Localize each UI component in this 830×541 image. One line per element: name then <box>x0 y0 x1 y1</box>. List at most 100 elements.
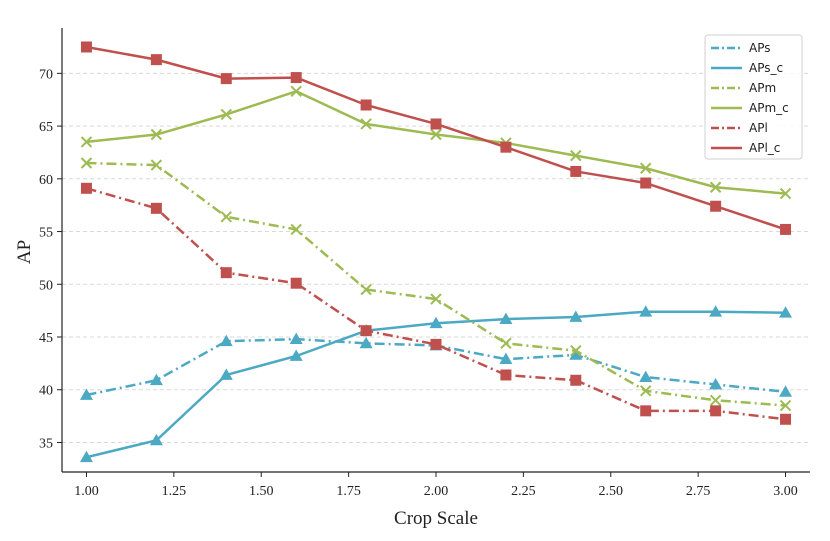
x-tick-label: 2.00 <box>424 484 449 499</box>
data-point-apl-c <box>430 118 442 130</box>
series-aps-c <box>79 305 793 463</box>
legend: APs APs_c APm APm_c APl APl_c <box>704 34 803 160</box>
data-point-aps <box>569 348 583 360</box>
data-point-aps <box>639 370 653 382</box>
data-point-apl-c <box>220 73 232 85</box>
series-apm <box>80 157 792 412</box>
data-point-aps <box>149 373 163 386</box>
data-point-apm <box>220 211 232 223</box>
data-point-aps-c <box>219 368 233 380</box>
data-point-apm-c <box>220 108 232 121</box>
data-point-aps-c <box>779 306 793 318</box>
data-point-apl-c <box>80 41 92 53</box>
data-point-apl <box>80 182 92 194</box>
y-axis-label: AP <box>14 240 35 264</box>
x-tick-label: 1.25 <box>162 484 187 499</box>
series-line-apm <box>86 161 786 407</box>
data-point-apm <box>80 157 93 169</box>
y-tick-label: 70 <box>39 67 53 82</box>
data-point-apm-c <box>360 118 372 130</box>
data-point-aps-c <box>79 450 93 463</box>
y-tick-label: 60 <box>39 173 53 188</box>
data-point-apm-c <box>570 149 582 162</box>
data-point-aps-c <box>429 316 443 329</box>
x-tick-label: 2.75 <box>686 484 711 499</box>
data-point-aps-c <box>149 433 163 446</box>
data-point-apm <box>709 394 722 406</box>
x-tick-label: 2.50 <box>599 484 624 499</box>
y-tick-label: 65 <box>39 120 53 135</box>
series-apl <box>80 182 792 425</box>
data-point-apm <box>570 345 582 357</box>
series-line-aps-c <box>86 310 786 459</box>
data-point-apm-c <box>80 136 93 148</box>
data-point-aps <box>779 385 793 397</box>
x-tick-label: 1.00 <box>74 484 99 499</box>
data-point-apm-c <box>640 162 652 174</box>
data-point-apl <box>360 325 372 337</box>
x-tick-label: 1.75 <box>336 484 361 499</box>
data-point-apl <box>710 405 722 417</box>
data-point-aps-c <box>709 305 723 317</box>
y-tick-label: 35 <box>39 436 53 451</box>
y-tick-label: 45 <box>39 331 53 346</box>
y-tick-label: 40 <box>39 384 53 399</box>
data-point-apm <box>430 293 442 305</box>
y-tick-label: 50 <box>39 278 53 293</box>
data-point-apl-c <box>360 99 372 111</box>
data-point-aps-c <box>569 310 583 322</box>
data-point-apm <box>779 399 792 412</box>
axes <box>61 28 810 473</box>
ticks: 35 40 45 50 55 60 65 70 1.00 1.25 1.50 1.75 2.00 2.25… <box>39 67 798 499</box>
data-point-apl <box>150 202 162 214</box>
series-line-apl <box>86 187 786 421</box>
data-point-apm-c <box>779 187 792 200</box>
data-point-aps-c <box>499 312 513 324</box>
data-point-apl <box>290 277 302 289</box>
legend-label-apl-c: APl_c <box>749 141 780 155</box>
series-apm-c <box>80 85 792 200</box>
data-point-aps <box>499 352 513 365</box>
series-line-apm-c <box>86 90 786 195</box>
data-point-apl <box>780 413 792 425</box>
data-point-apl-c <box>500 141 512 153</box>
data-point-apl-c <box>710 200 722 212</box>
data-point-apl <box>430 338 442 350</box>
legend-label-apm-c: APm_c <box>749 101 789 115</box>
x-axis-label: Crop Scale <box>394 508 478 529</box>
data-point-apm-c <box>290 85 302 97</box>
data-point-aps-c <box>639 305 653 317</box>
data-point-aps <box>289 332 303 344</box>
data-point-apm-c <box>150 128 163 141</box>
legend-label-apm: APm <box>749 81 776 95</box>
data-point-aps <box>219 334 233 347</box>
x-tick-label: 2.25 <box>511 484 536 499</box>
data-point-apl <box>640 405 652 417</box>
data-point-apm <box>500 337 512 350</box>
data-point-aps <box>359 336 373 349</box>
data-point-apl-c <box>780 223 792 235</box>
data-point-aps <box>79 388 93 400</box>
data-point-apl-c <box>150 54 162 66</box>
data-point-aps <box>709 377 723 390</box>
series-line-apl-c <box>86 45 786 231</box>
data-point-apl <box>220 267 232 279</box>
series-apl-c <box>80 41 792 235</box>
data-point-apl <box>570 374 582 386</box>
y-tick-label: 55 <box>39 226 53 241</box>
legend-label-aps: APs <box>749 41 771 55</box>
x-tick-label: 1.50 <box>249 484 274 499</box>
data-point-apm <box>360 283 372 296</box>
data-point-apl-c <box>290 72 302 84</box>
data-point-apl-c <box>570 165 582 177</box>
legend-label-aps-c: APs_c <box>749 61 783 75</box>
data-point-apm <box>290 223 302 236</box>
x-tick-label: 3.00 <box>773 484 798 499</box>
data-point-apm-c <box>430 128 442 141</box>
data-point-apm <box>150 159 163 171</box>
data-point-apl <box>500 369 512 381</box>
data-point-apl-c <box>640 177 652 189</box>
data-point-apm-c <box>709 181 722 193</box>
data-point-aps-c <box>289 349 303 361</box>
